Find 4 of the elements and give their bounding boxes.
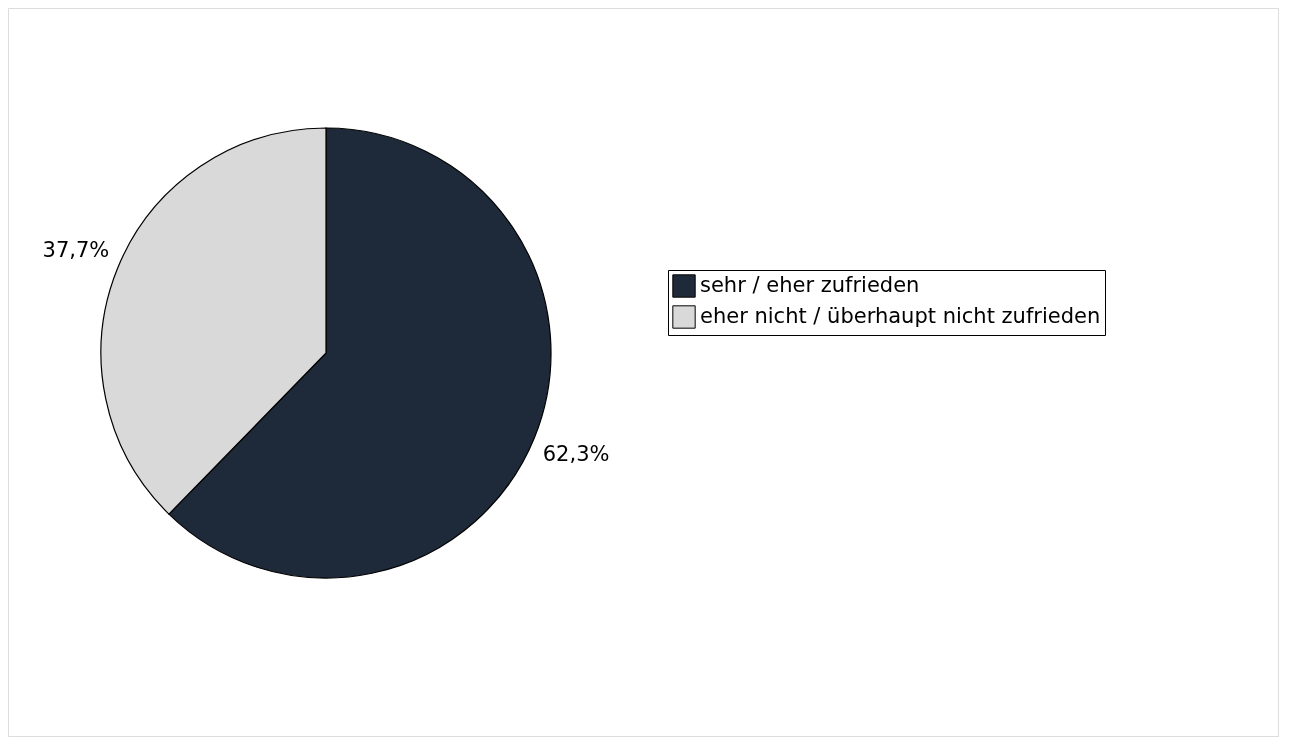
data-label: 37,7% <box>42 238 110 263</box>
legend-label: sehr / eher zufrieden <box>700 273 920 297</box>
data-label: 62,3% <box>542 441 610 466</box>
legend-label: eher nicht / überhaupt nicht zufrieden <box>700 304 1101 328</box>
